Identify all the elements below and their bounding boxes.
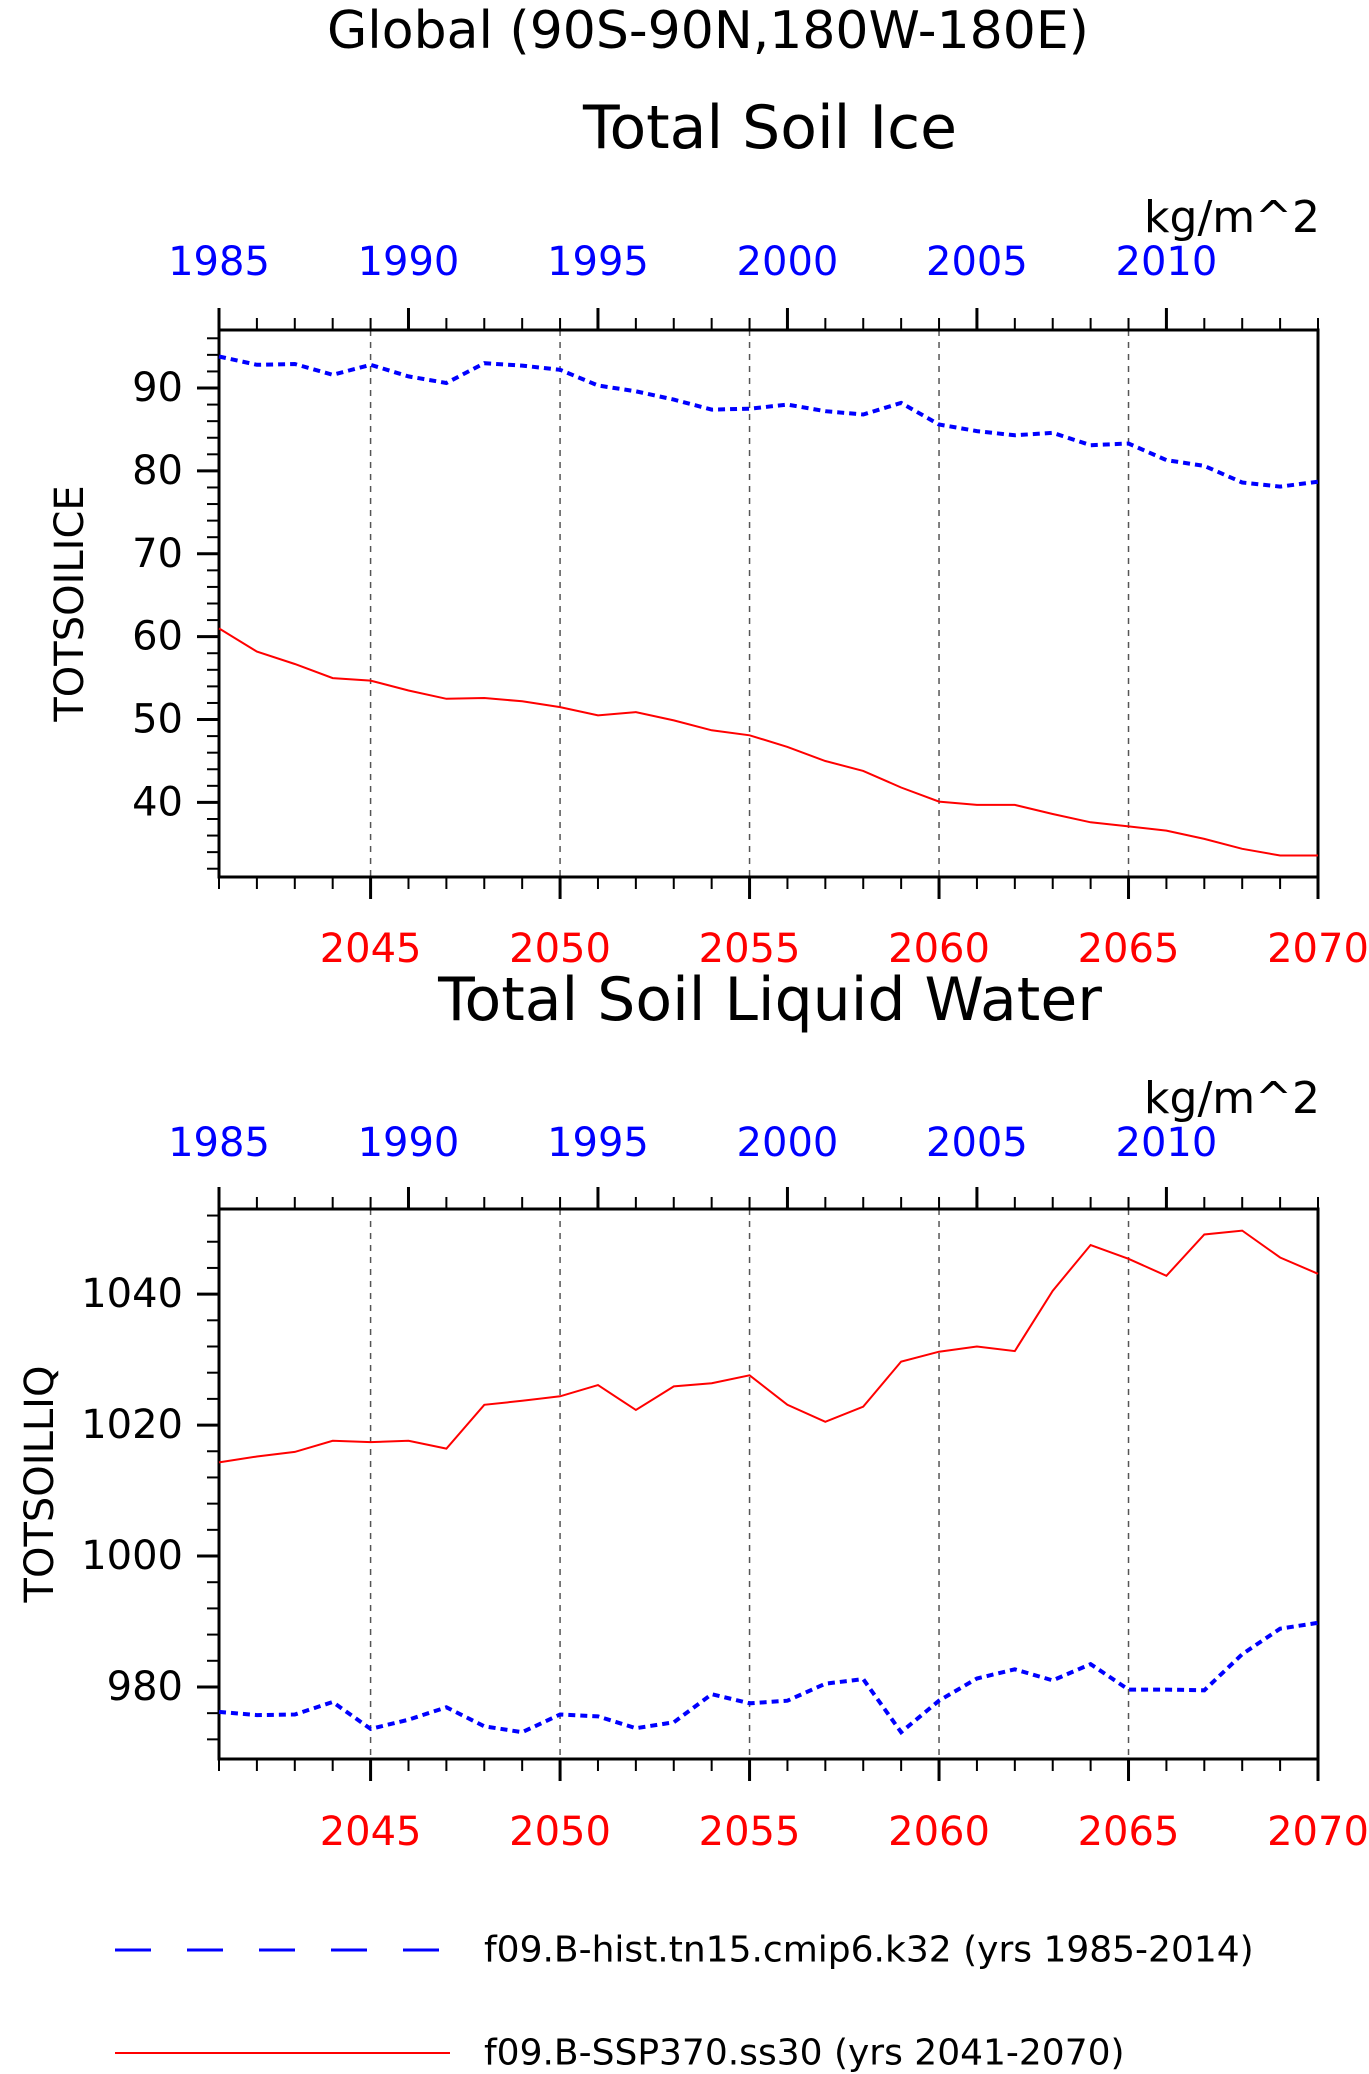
legend-label: f09.B-SSP370.ss30 (yrs 2041-2070)	[484, 2033, 1125, 2074]
x-bottom-tick-label: 2050	[509, 1809, 611, 1855]
x-top-tick-label: 1990	[358, 1120, 460, 1166]
y-axis-label: TOTSOILLIQ	[17, 1366, 63, 1604]
y-tick-label: 1000	[81, 1533, 183, 1579]
x-bottom-tick-label: 2065	[1078, 926, 1180, 972]
y-tick-label: 90	[132, 365, 183, 411]
x-bottom-tick-label: 2045	[320, 1809, 422, 1855]
chart-panel-2: Total Soil Liquid Water kg/m^2 TOTSOILLIQ 1…	[17, 965, 1369, 1855]
figure-title: Global (90S-90N,180W-180E)	[327, 1, 1089, 61]
x-top-tick-label: 1985	[168, 1120, 270, 1166]
panel-title: Total Soil Liquid Water	[437, 965, 1102, 1035]
x-bottom-tick-label: 2060	[888, 1809, 990, 1855]
legend-label: f09.B-hist.tn15.cmip6.k32 (yrs 1985-2014…	[484, 1930, 1254, 1971]
y-tick-label: 1020	[81, 1402, 183, 1448]
x-bottom-tick-label: 2050	[509, 926, 611, 972]
y-tick-label: 70	[132, 531, 183, 577]
panels: Total Soil Ice kg/m^2 TOTSOILICE 1985 1990 19…	[17, 93, 1369, 1855]
units-label: kg/m^2	[1144, 1073, 1320, 1124]
x-top-tick-label: 2010	[1116, 1120, 1218, 1166]
x-top-tick-label: 1985	[168, 239, 270, 285]
x-bottom-tick-label: 2045	[320, 926, 422, 972]
x-bottom-tick-label: 2070	[1267, 1809, 1369, 1855]
y-tick-label: 60	[132, 614, 183, 660]
series-line-hist	[218, 1620, 1319, 1736]
x-top-tick-label: 2010	[1116, 239, 1218, 285]
y-tick-label: 40	[132, 779, 183, 825]
x-top-tick-label: 1995	[547, 1120, 649, 1166]
x-bottom-tick-label: 2065	[1078, 1809, 1180, 1855]
y-tick-label: 980	[107, 1664, 183, 1710]
plot-frame	[217, 1207, 1320, 1761]
y-tick-label: 80	[132, 448, 183, 494]
y-tick-label: 50	[132, 697, 183, 743]
series-line-ssp370	[218, 627, 1318, 857]
x-top-tick-label: 1995	[547, 239, 649, 285]
y-tick-label: 1040	[81, 1271, 183, 1317]
chart-panel-1: Total Soil Ice kg/m^2 TOTSOILICE 1985 1990 19…	[47, 93, 1369, 972]
x-top-tick-label: 1990	[358, 239, 460, 285]
x-top-tick-label: 2005	[926, 1120, 1028, 1166]
x-top-tick-label: 2005	[926, 239, 1028, 285]
x-bottom-tick-label: 2055	[699, 1809, 801, 1855]
x-bottom-tick-label: 2060	[888, 926, 990, 972]
y-axis-label: TOTSOILICE	[47, 485, 93, 722]
x-top-tick-label: 2000	[737, 1120, 839, 1166]
series-line-ssp370	[218, 1229, 1319, 1464]
units-label: kg/m^2	[1144, 192, 1320, 243]
x-bottom-tick-label: 2055	[699, 926, 801, 972]
plot-frame	[217, 328, 1320, 879]
legend: f09.B-hist.tn15.cmip6.k32 (yrs 1985-2014…	[115, 1930, 1254, 2074]
x-bottom-tick-label: 2070	[1267, 926, 1369, 972]
series-line-hist	[218, 354, 1319, 489]
panel-title: Total Soil Ice	[582, 93, 957, 163]
x-top-tick-label: 2000	[737, 239, 839, 285]
